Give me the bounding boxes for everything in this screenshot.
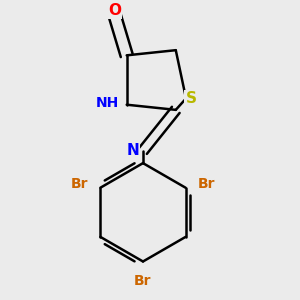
Text: N: N [126, 143, 139, 158]
Text: Br: Br [70, 177, 88, 190]
Text: NH: NH [96, 96, 119, 110]
Text: S: S [185, 91, 197, 106]
Text: Br: Br [198, 177, 215, 190]
Text: O: O [108, 3, 121, 18]
Text: Br: Br [134, 274, 152, 288]
